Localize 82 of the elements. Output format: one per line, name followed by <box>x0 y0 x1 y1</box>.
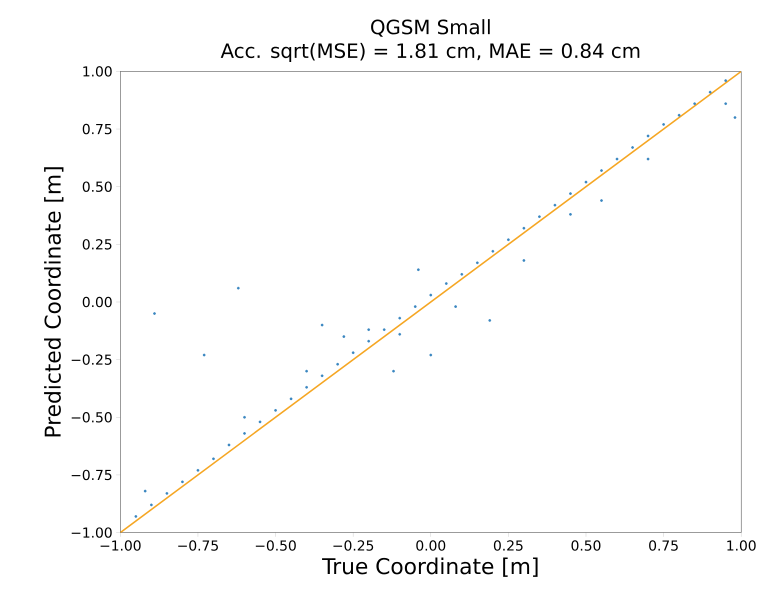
point <box>429 294 432 296</box>
point <box>236 286 240 290</box>
x-tick-label: 0.25 <box>494 540 523 551</box>
point <box>181 480 184 484</box>
point <box>491 250 494 253</box>
point <box>569 212 572 216</box>
chart-subtitle: Acc. sqrt(MSE) = 1.81 cm, MAE = 0.84 cm <box>220 42 640 62</box>
point <box>506 238 510 242</box>
point <box>258 420 262 424</box>
point <box>398 316 402 320</box>
point <box>724 102 728 106</box>
point <box>538 215 541 218</box>
point <box>320 374 324 378</box>
point <box>228 444 230 446</box>
y-tick-label: −0.50 <box>72 412 112 423</box>
point <box>600 169 603 172</box>
point <box>460 272 464 276</box>
point <box>243 416 246 419</box>
y-tick-label: 0.25 <box>82 239 112 250</box>
y-tick-label: 0.50 <box>82 181 112 192</box>
y-axis-title: Predicted Coordinate [m] <box>44 167 64 436</box>
point <box>569 192 572 195</box>
point <box>488 319 492 322</box>
point <box>367 340 370 343</box>
point <box>693 102 696 106</box>
point <box>646 134 650 138</box>
x-tick-label: 0.50 <box>572 540 600 551</box>
point <box>734 116 736 119</box>
point <box>414 305 417 308</box>
point <box>134 515 138 518</box>
x-tick-label: −0.25 <box>333 540 374 551</box>
point <box>274 408 277 412</box>
point <box>584 180 588 184</box>
point <box>336 362 340 366</box>
point <box>708 90 712 94</box>
y-tick-label: −1.00 <box>72 527 112 538</box>
y-tick-label: −0.25 <box>72 354 112 365</box>
point <box>616 158 618 160</box>
point <box>600 199 603 202</box>
point <box>243 432 246 435</box>
y-tick-label: 0.00 <box>82 296 112 308</box>
point <box>305 370 308 373</box>
point <box>678 114 680 117</box>
point <box>290 397 292 400</box>
point <box>212 457 215 460</box>
point <box>392 370 395 373</box>
x-axis-title: True Coordinate [m] <box>322 558 538 577</box>
point <box>429 354 432 356</box>
point <box>382 328 386 332</box>
point <box>342 335 346 338</box>
point <box>454 305 457 308</box>
chart-title: QGSM Small <box>371 19 490 37</box>
x-tick-label: 1.00 <box>727 540 756 551</box>
point <box>166 492 168 495</box>
point <box>320 324 324 326</box>
x-tick-label: −1.00 <box>100 540 141 551</box>
point <box>398 332 402 336</box>
point <box>144 490 147 492</box>
y-tick-label: 1.00 <box>83 66 112 77</box>
point <box>646 158 650 160</box>
x-tick-label: 0.00 <box>416 540 446 551</box>
point <box>554 204 556 207</box>
point <box>476 261 479 264</box>
point <box>153 312 156 315</box>
point <box>150 504 153 506</box>
x-tick-label: −0.50 <box>256 540 296 551</box>
point <box>352 351 355 354</box>
x-tick-label: 0.75 <box>649 540 678 551</box>
point <box>522 259 526 262</box>
x-tick-label: −0.75 <box>178 540 218 551</box>
y-tick-label: 0.75 <box>82 124 112 134</box>
point <box>522 226 526 230</box>
point <box>724 79 728 82</box>
point <box>444 282 448 285</box>
y-tick-label: −0.75 <box>72 470 112 480</box>
point <box>662 123 665 126</box>
point <box>416 268 420 272</box>
point <box>631 146 634 149</box>
point <box>202 354 206 356</box>
point <box>305 386 308 389</box>
point <box>367 328 370 332</box>
point <box>196 468 200 472</box>
